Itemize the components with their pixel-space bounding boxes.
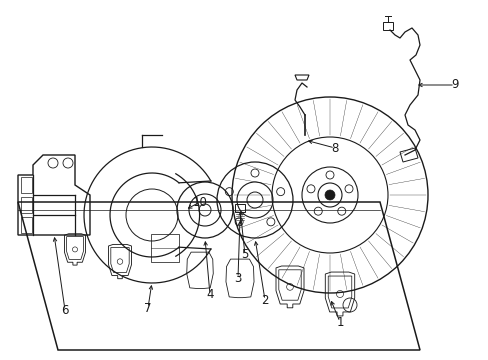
Text: 5: 5: [241, 248, 248, 261]
Text: 3: 3: [234, 271, 241, 284]
Text: 2: 2: [261, 293, 268, 306]
Text: 9: 9: [450, 78, 458, 91]
Text: 10: 10: [192, 195, 207, 208]
Text: 1: 1: [336, 315, 343, 328]
Text: 7: 7: [144, 302, 151, 315]
Text: 8: 8: [331, 141, 338, 154]
Text: 6: 6: [61, 303, 69, 316]
Circle shape: [325, 190, 334, 200]
Text: 4: 4: [206, 288, 213, 302]
